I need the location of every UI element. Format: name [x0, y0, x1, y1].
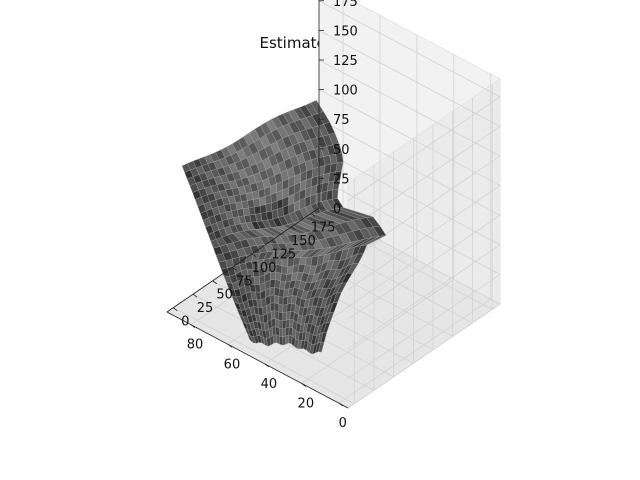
grid-z-left: [347, 244, 501, 350]
grid-lines: [173, 0, 501, 409]
surface-facet: [285, 326, 290, 337]
surface-facet: [255, 291, 262, 300]
y-tick-mark: [192, 293, 198, 298]
x-tick-label: 60: [224, 357, 241, 372]
x-tick-mark: [301, 383, 307, 387]
grid-z-left: [347, 303, 501, 409]
y-tick-label: 100: [252, 261, 277, 276]
x-tick-label: 80: [187, 338, 204, 353]
surface-facet: [282, 304, 288, 314]
y-tick-mark: [173, 307, 178, 312]
z-tick-label: 50: [333, 143, 350, 158]
x-tick-mark: [227, 344, 233, 348]
surface-facet: [266, 210, 273, 221]
surface-facet: [275, 318, 280, 329]
x-tick-label: 0: [339, 416, 347, 431]
surface-facet: [279, 335, 283, 346]
surface-facet: [281, 265, 288, 275]
grid-z-back: [318, 118, 501, 216]
x-tick-mark: [338, 402, 344, 407]
x-tick-mark: [264, 363, 270, 368]
z-tick-label: 175: [333, 0, 358, 10]
y-tick-label: 0: [181, 315, 189, 330]
z-tick-label: 25: [333, 172, 350, 187]
surface-facet: [269, 294, 275, 304]
z-tick-label: 0: [333, 202, 341, 217]
surface-facet: [278, 296, 284, 306]
y-tick-label: 75: [236, 274, 253, 289]
grid-z-left: [347, 185, 501, 290]
surface-facet: [282, 327, 286, 338]
grid-z-back: [318, 30, 501, 127]
grid-y-floor: [173, 307, 355, 405]
surface-facet: [271, 318, 276, 328]
x-tick-label: 20: [298, 397, 315, 412]
grid-z-back: [318, 148, 501, 246]
surface-facet: [326, 189, 333, 201]
surface-facet: [259, 204, 267, 214]
y-tick-mark: [271, 240, 276, 244]
surface-facet: [288, 334, 293, 345]
grid-z-left: [347, 96, 501, 202]
grid-x-floor: [338, 298, 491, 404]
z-tick-label: 150: [333, 24, 358, 39]
surface-facet: [254, 205, 261, 215]
surface-facet: [269, 286, 275, 296]
surface-facet: [282, 335, 286, 346]
x-tick-label: 40: [261, 377, 278, 392]
grid-z-left: [347, 214, 501, 320]
y-tick-mark: [251, 253, 257, 258]
surface-facet: [269, 279, 276, 288]
surface-facet: [278, 303, 284, 314]
surface-facet: [321, 190, 328, 202]
surface-facet: [254, 284, 261, 293]
surface-facet: [331, 189, 339, 200]
surface-facet: [285, 334, 290, 345]
y-tick-label: 125: [271, 247, 296, 262]
surface-mesh: [181, 100, 387, 355]
grid-x-floor: [264, 259, 418, 365]
x-tick-mark: [190, 324, 196, 329]
surface-facet: [278, 311, 283, 322]
surface-facet: [270, 310, 276, 320]
y-axis-line: [166, 207, 320, 313]
z-tick-label: 75: [333, 113, 350, 128]
surface-facet: [248, 206, 256, 216]
surface-facet: [247, 199, 255, 208]
z-tick-label: 100: [333, 84, 358, 99]
z-tick-label: 125: [333, 54, 358, 69]
y-tick-label: 150: [291, 234, 316, 249]
y-tick-mark: [291, 226, 296, 231]
surface-facet: [278, 327, 283, 338]
grid-x-floor: [301, 279, 455, 384]
y-tick-label: 25: [197, 301, 214, 316]
axis-lines: [166, 0, 349, 409]
y-tick-mark: [212, 280, 217, 285]
y-tick-mark: [232, 266, 237, 271]
y-tick-label: 50: [216, 288, 233, 303]
grid-z-back: [318, 178, 501, 275]
surface-facet: [282, 319, 287, 330]
grid-z-left: [347, 155, 501, 261]
grid-z-back: [318, 89, 501, 186]
surface-facet: [274, 310, 280, 321]
surface-facet: [310, 100, 324, 114]
grid-z-left: [347, 274, 501, 379]
surface-facet: [278, 319, 283, 330]
surface-facet: [274, 302, 279, 313]
grid-z-back: [318, 0, 501, 98]
surface-facet: [282, 311, 287, 322]
tick-labels: 0204060800255075100125150175025507510012…: [181, 0, 358, 431]
surface-facet: [270, 302, 276, 312]
grid-z-back: [318, 59, 501, 157]
y-tick-label: 175: [311, 220, 336, 235]
grid-z-left: [347, 126, 501, 231]
x-axis-line: [166, 311, 349, 409]
y-tick-mark: [310, 213, 316, 217]
surface-facet: [253, 276, 261, 285]
